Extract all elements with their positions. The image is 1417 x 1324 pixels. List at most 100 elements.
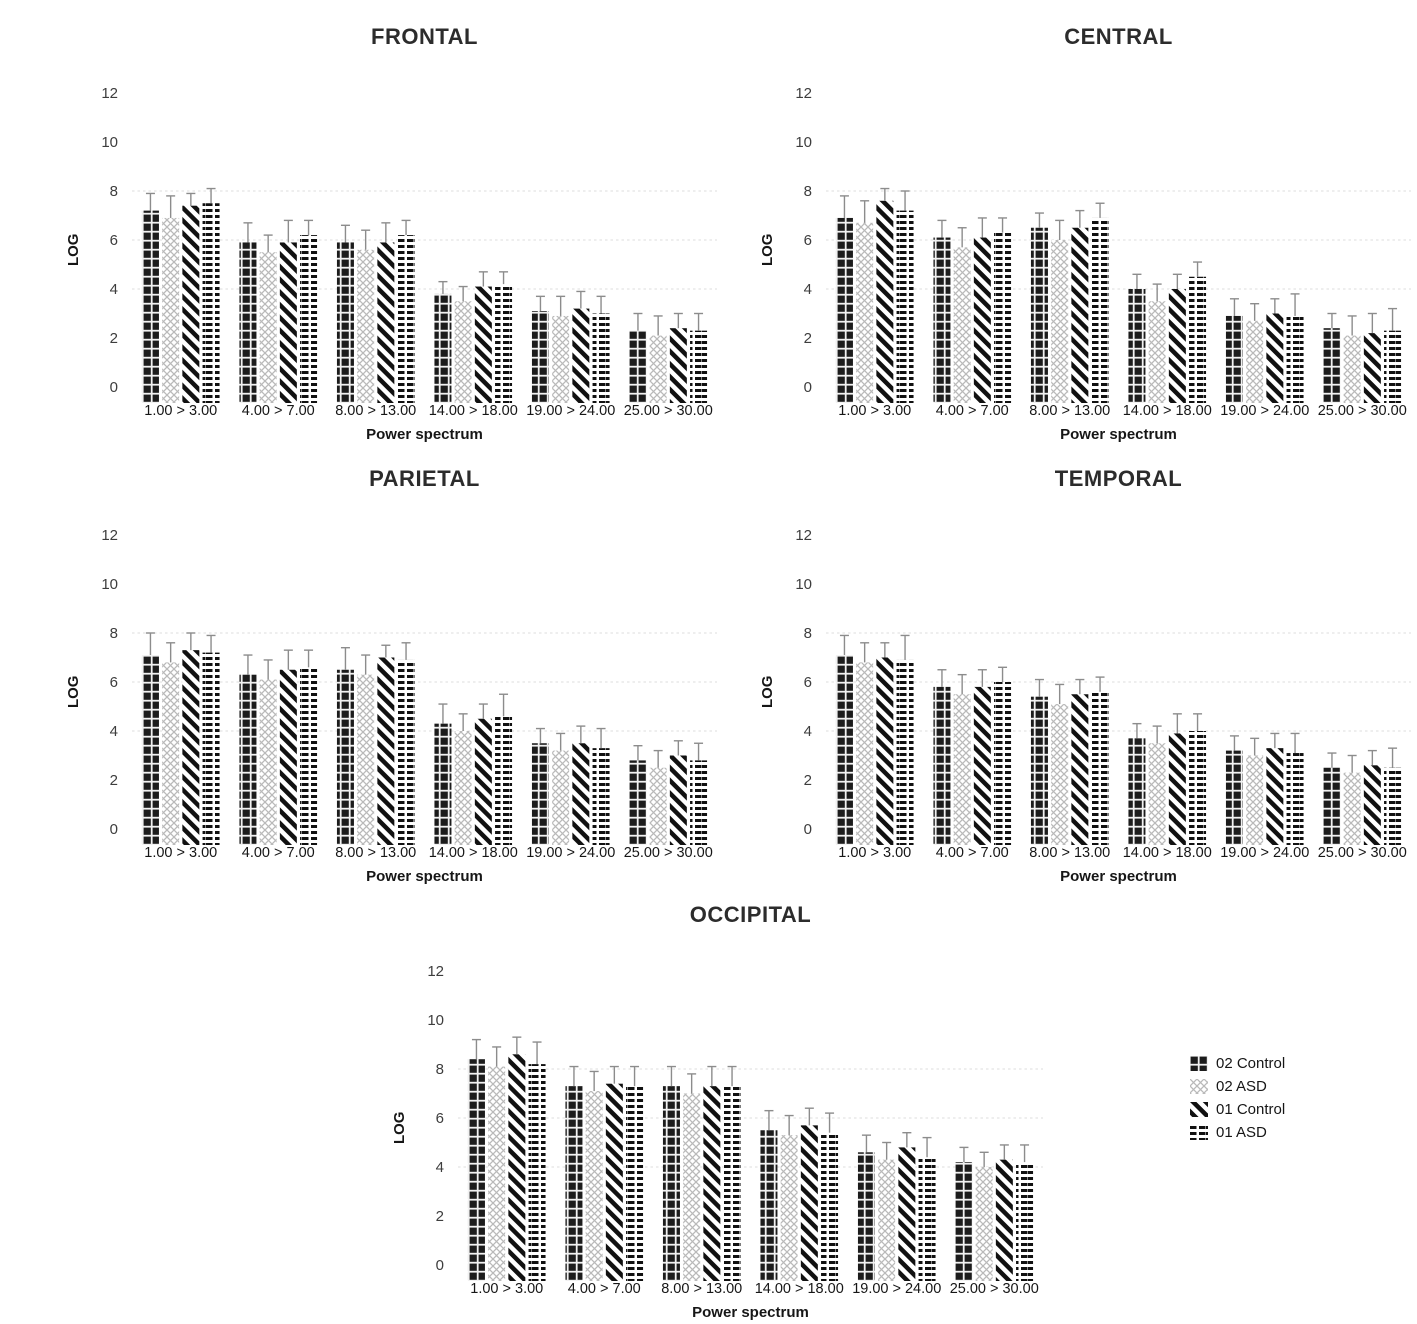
- svg-text:4.00 > 7.00: 4.00 > 7.00: [242, 403, 315, 419]
- svg-text:25.00 > 30.00: 25.00 > 30.00: [1318, 845, 1407, 861]
- svg-text:14.00 > 18.00: 14.00 > 18.00: [755, 1281, 844, 1297]
- svg-text:8.00 > 13.00: 8.00 > 13.00: [1029, 403, 1110, 419]
- svg-text:8: 8: [804, 183, 812, 200]
- chart-title-occipital: OCCIPITAL: [689, 902, 812, 927]
- svg-text:2: 2: [110, 330, 118, 347]
- chart-title-temporal: TEMPORAL: [1054, 466, 1183, 491]
- svg-text:8.00 > 13.00: 8.00 > 13.00: [335, 403, 416, 419]
- svg-text:14.00 > 18.00: 14.00 > 18.00: [1123, 403, 1212, 419]
- svg-text:4.00 > 7.00: 4.00 > 7.00: [568, 1281, 641, 1297]
- svg-text:8: 8: [436, 1061, 444, 1078]
- legend-item-02-asd: 02 ASD: [1190, 1078, 1350, 1095]
- svg-text:4: 4: [110, 281, 118, 298]
- svg-text:14.00 > 18.00: 14.00 > 18.00: [429, 845, 518, 861]
- svg-text:LOG: LOG: [759, 676, 776, 709]
- svg-text:10: 10: [101, 134, 118, 151]
- svg-text:8.00 > 13.00: 8.00 > 13.00: [335, 845, 416, 861]
- svg-text:12: 12: [795, 527, 812, 544]
- svg-text:4: 4: [110, 723, 118, 740]
- legend-swatch-02-asd-icon: [1190, 1079, 1208, 1094]
- svg-text:4: 4: [804, 281, 812, 298]
- legend-swatch-01-control-icon: [1190, 1102, 1208, 1117]
- chart-plot-temporal: 0 2 4 6 8 10 12 LOG 1.00 > 3.00 4.00 > 7.00 8.00 >…: [756, 494, 1417, 894]
- svg-text:14.00 > 18.00: 14.00 > 18.00: [429, 403, 518, 419]
- svg-text:8.00 > 13.00: 8.00 > 13.00: [1029, 845, 1110, 861]
- svg-text:0: 0: [804, 821, 812, 838]
- chart-parietal: PARIETAL 0 2 4 6 8 10 12 LOG 1.00 > 3.00 4.00 > 7…: [62, 464, 727, 899]
- svg-text:10: 10: [101, 576, 118, 593]
- svg-text:10: 10: [795, 576, 812, 593]
- chart-plot-parietal: 0 2 4 6 8 10 12 LOG 1.00 > 3.00 4.00 > 7.00 8.00 >…: [62, 494, 727, 894]
- svg-text:8: 8: [110, 625, 118, 642]
- legend-item-01-asd: 01 ASD: [1190, 1124, 1350, 1141]
- chart-title-parietal: PARIETAL: [369, 466, 480, 491]
- svg-text:4.00 > 7.00: 4.00 > 7.00: [936, 845, 1009, 861]
- svg-text:14.00 > 18.00: 14.00 > 18.00: [1123, 845, 1212, 861]
- svg-text:Power spectrum: Power spectrum: [1060, 868, 1177, 885]
- svg-text:2: 2: [110, 772, 118, 789]
- legend-swatch-01-asd-icon: [1190, 1125, 1208, 1140]
- svg-text:12: 12: [101, 85, 118, 102]
- svg-text:10: 10: [795, 134, 812, 151]
- svg-text:4: 4: [804, 723, 812, 740]
- svg-text:6: 6: [804, 674, 812, 691]
- svg-text:10: 10: [427, 1012, 444, 1029]
- legend-swatch-02-control-icon: [1190, 1056, 1208, 1071]
- chart-title-central: CENTRAL: [1064, 24, 1173, 49]
- svg-text:25.00 > 30.00: 25.00 > 30.00: [950, 1281, 1039, 1297]
- svg-text:0: 0: [436, 1257, 444, 1274]
- legend-label-02-control: 02 Control: [1216, 1055, 1286, 1072]
- svg-text:19.00 > 24.00: 19.00 > 24.00: [526, 403, 615, 419]
- svg-text:8: 8: [110, 183, 118, 200]
- svg-text:Power spectrum: Power spectrum: [366, 868, 483, 885]
- svg-text:6: 6: [110, 674, 118, 691]
- svg-text:25.00 > 30.00: 25.00 > 30.00: [624, 403, 713, 419]
- svg-text:0: 0: [110, 379, 118, 396]
- svg-text:1.00 > 3.00: 1.00 > 3.00: [470, 1281, 543, 1297]
- legend: 02 Control 02 ASD 01 Control 01 ASD: [1190, 1055, 1350, 1147]
- svg-text:Power spectrum: Power spectrum: [692, 1304, 809, 1321]
- svg-text:Power spectrum: Power spectrum: [1060, 426, 1177, 443]
- svg-text:12: 12: [795, 85, 812, 102]
- svg-text:19.00 > 24.00: 19.00 > 24.00: [1220, 845, 1309, 861]
- svg-text:8.00 > 13.00: 8.00 > 13.00: [661, 1281, 742, 1297]
- svg-text:LOG: LOG: [65, 676, 82, 709]
- svg-text:2: 2: [804, 772, 812, 789]
- svg-text:25.00 > 30.00: 25.00 > 30.00: [624, 845, 713, 861]
- svg-text:19.00 > 24.00: 19.00 > 24.00: [526, 845, 615, 861]
- svg-text:4.00 > 7.00: 4.00 > 7.00: [242, 845, 315, 861]
- svg-text:8: 8: [804, 625, 812, 642]
- svg-text:12: 12: [101, 527, 118, 544]
- svg-text:6: 6: [436, 1110, 444, 1127]
- svg-text:LOG: LOG: [391, 1112, 408, 1145]
- chart-temporal: TEMPORAL 0 2 4 6 8 10 12 LOG 1.00 > 3.00 4.00 > 7…: [756, 464, 1417, 899]
- svg-text:1.00 > 3.00: 1.00 > 3.00: [838, 845, 911, 861]
- svg-text:0: 0: [110, 821, 118, 838]
- legend-label-02-asd: 02 ASD: [1216, 1078, 1267, 1095]
- legend-label-01-control: 01 Control: [1216, 1101, 1286, 1118]
- svg-text:4: 4: [436, 1159, 444, 1176]
- svg-text:19.00 > 24.00: 19.00 > 24.00: [1220, 403, 1309, 419]
- svg-text:2: 2: [436, 1208, 444, 1225]
- chart-plot-occipital: 0 2 4 6 8 10 12 LOG 1.00 > 3.00 4.00 > 7.00 8.00 >…: [388, 930, 1053, 1324]
- svg-text:1.00 > 3.00: 1.00 > 3.00: [144, 845, 217, 861]
- svg-text:2: 2: [804, 330, 812, 347]
- legend-item-02-control: 02 Control: [1190, 1055, 1350, 1072]
- legend-label-01-asd: 01 ASD: [1216, 1124, 1267, 1141]
- chart-title-frontal: FRONTAL: [371, 24, 478, 49]
- chart-central: CENTRAL 0 2 4 6 8 10 12 LOG 1.00 > 3.00 4.00 > 7.…: [756, 22, 1417, 457]
- svg-text:1.00 > 3.00: 1.00 > 3.00: [144, 403, 217, 419]
- svg-text:LOG: LOG: [65, 234, 82, 266]
- svg-text:19.00 > 24.00: 19.00 > 24.00: [852, 1281, 941, 1297]
- chart-frontal: FRONTAL 0 2 4 6 8 10 12 LOG 1.00 > 3.00 4.00 > 7.…: [62, 22, 727, 457]
- svg-text:LOG: LOG: [759, 234, 776, 266]
- svg-text:25.00 > 30.00: 25.00 > 30.00: [1318, 403, 1407, 419]
- svg-text:4.00 > 7.00: 4.00 > 7.00: [936, 403, 1009, 419]
- svg-text:Power spectrum: Power spectrum: [366, 426, 483, 443]
- chart-plot-central: 0 2 4 6 8 10 12 LOG 1.00 > 3.00 4.00 > 7.00 8.00 >…: [756, 52, 1417, 452]
- svg-text:12: 12: [427, 963, 444, 980]
- svg-text:0: 0: [804, 379, 812, 396]
- svg-text:6: 6: [804, 232, 812, 249]
- svg-text:6: 6: [110, 232, 118, 249]
